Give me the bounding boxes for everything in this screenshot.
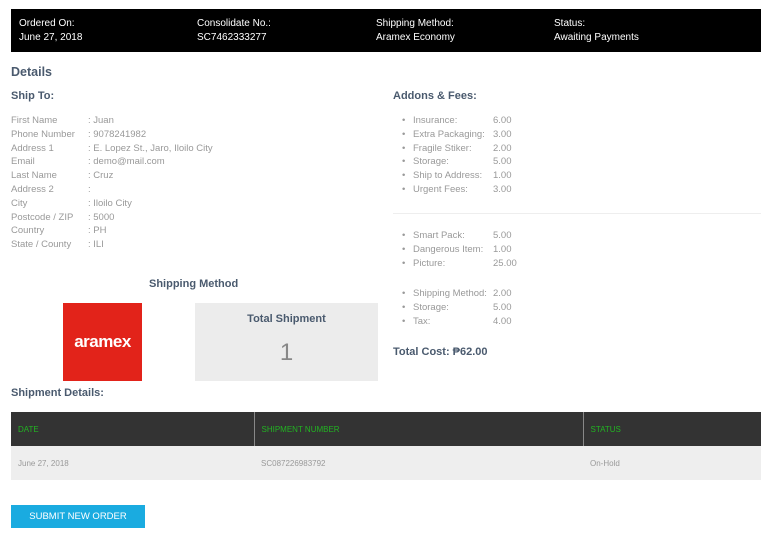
bullet-icon: • (402, 170, 406, 182)
fee-label: Fragile Stiker: (413, 142, 472, 154)
bullet-icon: • (402, 184, 406, 195)
field-label: Address 1 (11, 142, 54, 154)
fee-value: 3.00 (493, 184, 512, 195)
field-value: : (88, 184, 91, 195)
col-shipment-number: SHIPMENT NUMBER (254, 412, 584, 446)
shipment-details-title: Shipment Details: (11, 387, 104, 399)
consolidate-no-label: Consolidate No.: (197, 18, 271, 29)
order-summary-bar: Ordered On: June 27, 2018 Consolidate No.… (11, 9, 761, 52)
bullet-icon: • (402, 288, 406, 299)
col-date: DATE (11, 412, 255, 446)
status-value: Awaiting Payments (554, 32, 639, 43)
submit-new-order-button[interactable]: SUBMIT NEW ORDER (11, 505, 145, 528)
field-label: City (11, 197, 28, 209)
fee-label: Dangerous Item: (413, 243, 484, 255)
total-shipment-box: Total Shipment 1 (195, 303, 378, 381)
bullet-icon: • (402, 156, 406, 168)
addons-title: Addons & Fees: (393, 90, 477, 102)
shipping-method-label: Shipping Method: (376, 18, 454, 29)
fee-value: 25.00 (493, 257, 517, 269)
field-label: First Name (11, 115, 58, 126)
field-label: Email (11, 156, 35, 168)
field-label: Country (11, 225, 45, 237)
cell-shipment-number: SC087226983792 (254, 446, 583, 480)
shipment-table: DATE SHIPMENT NUMBER STATUS June 27, 2018 S… (11, 412, 761, 480)
field-label: Phone Number (11, 128, 75, 140)
field-value: : Cruz (88, 170, 114, 182)
bullet-icon: • (402, 115, 406, 126)
field-label: Postcode / ZIP (11, 211, 74, 223)
divider (393, 213, 761, 214)
fee-value: 2.00 (493, 288, 512, 299)
fee-label: Picture: (413, 257, 446, 269)
table-row[interactable]: June 27, 2018 SC087226983792 On-Hold (11, 446, 761, 480)
field-label: State / County (11, 239, 72, 251)
fee-value: 5.00 (493, 156, 512, 168)
total-shipment-label: Total Shipment (247, 313, 326, 325)
fee-label: Smart Pack: (413, 230, 465, 241)
field-label: Last Name (11, 170, 57, 182)
fee-value: 5.00 (493, 230, 512, 241)
fee-label: Urgent Fees: (413, 184, 468, 195)
bullet-icon: • (402, 230, 406, 241)
field-value: : Iloilo City (88, 197, 132, 209)
fee-value: 3.00 (493, 128, 512, 140)
field-label: Address 2 (11, 184, 54, 195)
bullet-icon: • (402, 301, 406, 313)
fee-value: 1.00 (493, 170, 512, 182)
consolidate-no-value: SC7462333277 (197, 32, 267, 43)
bullet-icon: • (402, 128, 406, 140)
col-status: STATUS (583, 412, 761, 446)
fee-value: 1.00 (493, 243, 512, 255)
total-shipment-value: 1 (279, 339, 294, 366)
bullet-icon: • (402, 243, 406, 255)
bullet-icon: • (402, 142, 406, 154)
fee-label: Shipping Method: (413, 288, 487, 299)
bullet-icon: • (402, 315, 406, 327)
field-value: : 9078241982 (88, 128, 147, 140)
fee-label: Extra Packaging: (413, 128, 485, 140)
field-value: : demo@mail.com (88, 156, 165, 168)
total-cost: Total Cost: ₱62.00 (393, 346, 488, 358)
field-value: : 5000 (88, 211, 115, 223)
field-value: : Juan (88, 115, 114, 126)
fee-value: 6.00 (493, 115, 512, 126)
field-value: : E. Lopez St., Jaro, Iloilo City (88, 142, 213, 154)
ordered-on-label: Ordered On: (19, 18, 75, 29)
bullet-icon: • (402, 257, 406, 269)
details-title: Details (11, 65, 52, 79)
fee-label: Insurance: (413, 115, 458, 126)
field-value: : PH (88, 225, 107, 237)
fee-label: Tax: (413, 315, 431, 327)
status-label: Status: (554, 18, 586, 29)
ordered-on-value: June 27, 2018 (19, 32, 83, 43)
fee-label: Ship to Address: (413, 170, 483, 182)
fee-value: 4.00 (493, 315, 512, 327)
fee-value: 2.00 (493, 142, 512, 154)
cell-status: On-Hold (583, 446, 761, 480)
aramex-logo: aramex (63, 303, 142, 381)
shipping-method-value: Aramex Economy (376, 32, 455, 43)
field-value: : ILI (88, 239, 104, 251)
shipping-method-title: Shipping Method (149, 278, 239, 290)
cell-date: June 27, 2018 (11, 446, 254, 480)
ship-to-title: Ship To: (11, 90, 55, 102)
fee-label: Storage: (413, 156, 449, 168)
fee-value: 5.00 (493, 301, 512, 313)
fee-label: Storage: (413, 301, 449, 313)
